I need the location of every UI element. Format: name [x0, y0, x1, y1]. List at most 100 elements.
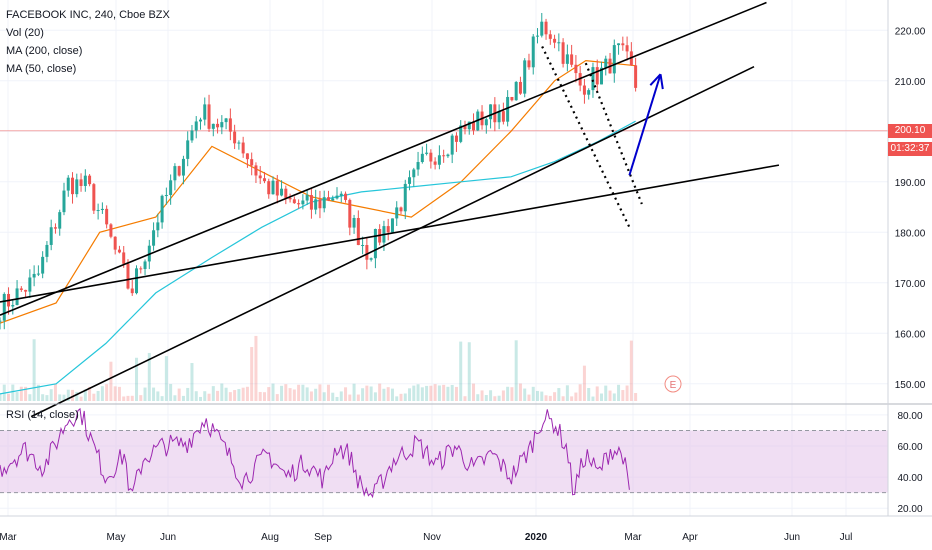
rsi-indicator-label[interactable]: RSI (14, close) — [6, 409, 79, 421]
volume-bar — [578, 384, 582, 401]
candle-body — [83, 175, 87, 186]
candle-body — [79, 179, 83, 186]
volume-bar — [135, 357, 139, 401]
candle-body — [71, 177, 75, 195]
volume-bar — [186, 387, 190, 401]
volume-bar — [36, 384, 40, 401]
volume-bar — [147, 352, 151, 401]
earnings-marker — [664, 375, 682, 393]
volume-bar — [203, 391, 207, 401]
candle-body — [173, 166, 177, 181]
ma-line-0 — [0, 59, 636, 324]
volume-bar — [412, 385, 416, 401]
volume-bar — [344, 387, 348, 401]
candle-body — [356, 218, 360, 246]
volume-bar — [254, 335, 258, 401]
volume-bar — [228, 392, 232, 401]
candle-body — [540, 21, 544, 36]
volume-bar — [49, 389, 53, 401]
candle-body — [365, 245, 369, 260]
volume-bar — [536, 390, 540, 401]
rsi-tick-label: 20.00 — [897, 504, 922, 515]
volume-bar — [480, 390, 484, 401]
candle-body — [284, 188, 288, 198]
volume-bar — [570, 396, 574, 401]
candle-body — [489, 104, 493, 120]
volume-bar — [591, 396, 595, 401]
volume-bar — [245, 386, 249, 401]
volume-bar — [459, 341, 463, 401]
volume-bar — [280, 385, 284, 401]
volume-bar — [420, 387, 424, 401]
candle-body — [88, 175, 92, 185]
candle-body — [348, 199, 352, 228]
candle-body — [198, 119, 202, 122]
symbol-title[interactable]: FACEBOOK INC, 240, Cboe BZX — [6, 9, 170, 21]
volume-bar — [523, 388, 527, 401]
volume-bar — [71, 389, 75, 401]
candle-body — [472, 121, 476, 131]
volume-bar — [425, 385, 429, 401]
candle-body — [621, 43, 625, 46]
candle-body — [599, 67, 603, 85]
volume-bar — [92, 393, 96, 401]
price-tick-label: 180.00 — [895, 228, 926, 239]
candle-body — [53, 227, 57, 229]
candle-body — [433, 161, 437, 165]
volume-bar — [514, 340, 518, 401]
volume-bar — [258, 391, 262, 401]
ma50-indicator-label[interactable]: MA (50, close) — [6, 63, 77, 75]
candle-body — [28, 277, 32, 292]
volume-bar — [369, 386, 373, 401]
candle-body — [228, 118, 232, 132]
volume-bar — [45, 395, 49, 401]
volume-bar — [88, 386, 92, 401]
volume-bar — [216, 390, 220, 401]
candle-body — [501, 111, 505, 122]
volume-bar — [288, 388, 292, 401]
candle-body — [92, 184, 96, 211]
candle-body — [275, 180, 279, 196]
rsi-pane — [0, 403, 932, 499]
moving-averages — [0, 59, 636, 395]
candle-body — [408, 177, 412, 184]
candle-body — [604, 58, 608, 68]
candle-body — [634, 65, 638, 88]
candle-body — [126, 263, 130, 289]
main-legend: FACEBOOK INC, 240, Cboe BZX Vol (20) MA … — [6, 6, 170, 78]
candle-body — [617, 43, 621, 46]
candle-body — [536, 35, 540, 37]
ma200-indicator-label[interactable]: MA (200, close) — [6, 45, 83, 57]
candle-body — [58, 212, 62, 229]
volume-bar — [160, 396, 164, 401]
volume-bar — [595, 386, 599, 401]
rsi-band — [0, 430, 888, 493]
volume-bar — [365, 385, 369, 401]
time-tick-label: Jul — [840, 532, 853, 543]
volume-bar — [446, 386, 450, 401]
candle-body — [514, 81, 518, 101]
candle-body — [241, 142, 245, 154]
volume-bar — [109, 361, 113, 401]
candle-body — [224, 118, 228, 123]
volume-bar — [53, 383, 57, 401]
volume-bar — [574, 392, 578, 401]
arrow-head — [649, 73, 662, 86]
candle-body — [143, 261, 147, 270]
vol-indicator-label[interactable]: Vol (20) — [6, 27, 44, 39]
volume-bar — [105, 384, 109, 401]
price-tick-label: 160.00 — [895, 329, 926, 340]
candle-body — [194, 121, 198, 131]
volume-bar — [250, 347, 254, 401]
price-tick-label: 220.00 — [895, 26, 926, 37]
time-tick-label: Aug — [261, 532, 279, 543]
volume-bar — [301, 384, 305, 401]
candle-body — [390, 218, 394, 233]
earnings-markers[interactable]: E — [664, 375, 682, 393]
candle-body — [497, 111, 501, 123]
volume-bar — [489, 390, 493, 401]
candle-body — [11, 304, 15, 307]
candle-body — [66, 177, 70, 191]
candle-body — [450, 135, 454, 155]
